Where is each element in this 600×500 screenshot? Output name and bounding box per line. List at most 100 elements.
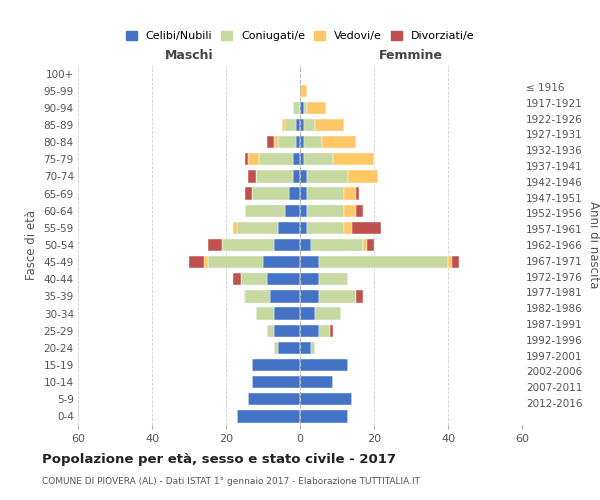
Bar <box>300 170 307 182</box>
Bar <box>285 119 296 131</box>
Bar <box>208 239 223 251</box>
Bar <box>300 84 307 97</box>
Bar <box>252 376 300 388</box>
Bar <box>304 102 307 114</box>
Bar <box>241 273 266 285</box>
Bar <box>256 170 293 182</box>
Bar <box>259 153 293 166</box>
Bar <box>281 119 285 131</box>
Bar <box>307 188 344 200</box>
Bar <box>352 222 382 234</box>
Bar <box>300 308 315 320</box>
Bar <box>245 188 252 200</box>
Bar <box>189 256 204 268</box>
Bar <box>237 410 300 422</box>
Bar <box>300 342 311 354</box>
Bar <box>293 102 300 114</box>
Bar <box>223 239 274 251</box>
Bar <box>300 290 319 302</box>
Bar <box>208 256 263 268</box>
Bar <box>271 290 300 302</box>
Bar <box>248 393 300 406</box>
Bar <box>300 239 311 251</box>
Bar <box>319 324 329 337</box>
Bar <box>315 308 341 320</box>
Text: Femmine: Femmine <box>379 48 443 62</box>
Bar <box>300 188 307 200</box>
Bar <box>300 359 348 371</box>
Bar <box>334 153 374 166</box>
Bar <box>233 273 241 285</box>
Bar <box>300 256 319 268</box>
Bar <box>304 136 322 148</box>
Bar <box>300 119 304 131</box>
Bar <box>237 222 278 234</box>
Bar <box>307 222 344 234</box>
Bar <box>311 342 315 354</box>
Bar <box>307 170 348 182</box>
Bar <box>252 188 289 200</box>
Bar <box>300 324 319 337</box>
Bar <box>293 170 300 182</box>
Bar <box>267 136 274 148</box>
Bar <box>311 239 363 251</box>
Bar <box>278 222 300 234</box>
Bar <box>329 324 334 337</box>
Bar <box>319 290 355 302</box>
Bar <box>315 119 344 131</box>
Bar <box>300 136 304 148</box>
Bar <box>245 290 271 302</box>
Legend: Celibi/Nubili, Coniugati/e, Vedovi/e, Divorziati/e: Celibi/Nubili, Coniugati/e, Vedovi/e, Di… <box>125 31 475 42</box>
Bar <box>256 308 274 320</box>
Bar <box>355 290 363 302</box>
Bar <box>300 153 304 166</box>
Bar <box>300 222 307 234</box>
Bar <box>367 239 374 251</box>
Bar <box>274 324 300 337</box>
Bar <box>300 102 304 114</box>
Bar <box>274 136 278 148</box>
Bar <box>245 153 248 166</box>
Bar <box>248 170 256 182</box>
Bar <box>344 222 352 234</box>
Y-axis label: Fasce di età: Fasce di età <box>25 210 38 280</box>
Bar <box>267 324 274 337</box>
Text: Maschi: Maschi <box>164 48 214 62</box>
Bar <box>274 342 278 354</box>
Bar <box>355 188 359 200</box>
Bar <box>363 239 367 251</box>
Bar <box>252 359 300 371</box>
Bar <box>278 136 296 148</box>
Bar <box>248 153 259 166</box>
Bar <box>300 273 319 285</box>
Bar <box>348 170 378 182</box>
Bar <box>300 204 307 217</box>
Bar <box>319 256 448 268</box>
Bar <box>266 273 300 285</box>
Bar <box>204 256 208 268</box>
Bar <box>296 136 300 148</box>
Bar <box>278 342 300 354</box>
Bar <box>322 136 355 148</box>
Bar <box>448 256 452 268</box>
Bar <box>344 188 355 200</box>
Text: Popolazione per età, sesso e stato civile - 2017: Popolazione per età, sesso e stato civil… <box>42 452 396 466</box>
Bar <box>355 204 363 217</box>
Bar <box>300 376 334 388</box>
Bar <box>285 204 300 217</box>
Bar <box>304 153 334 166</box>
Bar <box>452 256 459 268</box>
Bar <box>300 393 352 406</box>
Text: COMUNE DI PIOVERA (AL) - Dati ISTAT 1° gennaio 2017 - Elaborazione TUTTITALIA.IT: COMUNE DI PIOVERA (AL) - Dati ISTAT 1° g… <box>42 478 420 486</box>
Y-axis label: Anni di nascita: Anni di nascita <box>587 202 599 288</box>
Bar <box>233 222 237 234</box>
Bar <box>307 102 326 114</box>
Bar <box>300 410 348 422</box>
Bar <box>274 239 300 251</box>
Bar <box>307 204 344 217</box>
Bar <box>245 204 285 217</box>
Bar <box>263 256 300 268</box>
Bar <box>344 204 355 217</box>
Bar <box>304 119 315 131</box>
Bar <box>289 188 300 200</box>
